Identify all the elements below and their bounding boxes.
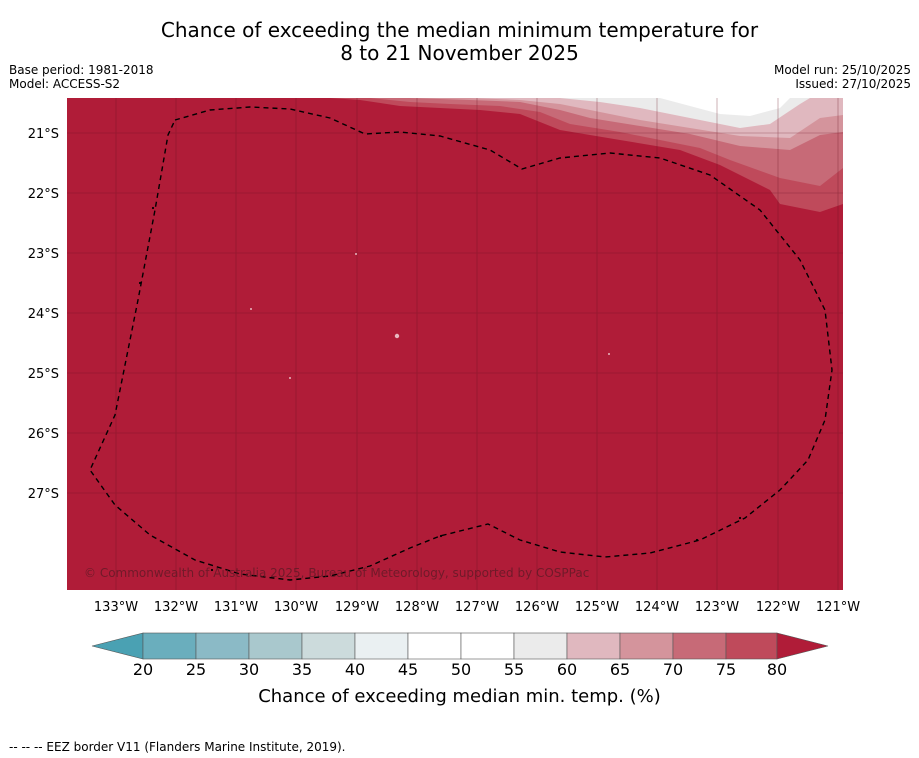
eez-legend-footnote: -- -- -- EEZ border V11 (Flanders Marine… <box>9 740 346 754</box>
colorbar-tick-60: 60 <box>556 660 578 679</box>
copyright-notice: © Commonwealth of Australia 2025, Bureau… <box>84 566 590 580</box>
colorbar-bin-35-40 <box>301 632 356 660</box>
probability-field <box>67 98 843 590</box>
lon-label-132w: 132°W <box>154 600 198 615</box>
lon-label-122w: 122°W <box>756 600 800 615</box>
lon-label-129w: 129°W <box>335 600 379 615</box>
contour-50-55 <box>660 98 790 116</box>
map-title-line-1: Chance of exceeding the median minimum t… <box>160 18 759 42</box>
lon-label-127w: 127°W <box>455 600 499 615</box>
map-title-line-2: 8 to 21 November 2025 <box>340 41 579 65</box>
base-period-text: Base period: 1981-2018 <box>9 63 154 77</box>
model-name-text: Model: ACCESS-S2 <box>9 77 121 91</box>
lon-label-133w: 133°W <box>94 600 138 615</box>
lon-label-121w: 121°W <box>816 600 860 615</box>
colorbar-tick-40: 40 <box>344 660 366 679</box>
colorbar-bin-65-70 <box>619 632 674 660</box>
colorbar-bin-20-25 <box>142 632 197 660</box>
lon-label-130w: 130°W <box>274 600 318 615</box>
colorbar-tick-25: 25 <box>185 660 207 679</box>
lat-label-21s: 21°S <box>28 127 59 142</box>
lat-label-26s: 26°S <box>28 427 59 442</box>
colorbar-bin-45-50 <box>407 632 462 660</box>
field-80-plus <box>67 98 843 590</box>
lon-label-125w: 125°W <box>575 600 619 615</box>
colorbar-tick-45: 45 <box>397 660 419 679</box>
lat-label-24s: 24°S <box>28 307 59 322</box>
colorbar <box>91 632 829 660</box>
islands <box>250 253 610 379</box>
lon-label-126w: 126°W <box>515 600 559 615</box>
colorbar-under-arrow <box>91 632 144 660</box>
graticule <box>67 98 843 590</box>
lat-label-22s: 22°S <box>28 187 59 202</box>
lat-label-23s: 23°S <box>28 247 59 262</box>
colorbar-tick-55: 55 <box>503 660 525 679</box>
colorbar-tick-80: 80 <box>766 660 788 679</box>
colorbar-tick-65: 65 <box>609 660 631 679</box>
colorbar-bin-70-75 <box>672 632 727 660</box>
lat-label-27s: 27°S <box>28 487 59 502</box>
colorbar-tick-35: 35 <box>291 660 313 679</box>
colorbar-label: Chance of exceeding median min. temp. (%… <box>258 686 661 707</box>
eez-border <box>89 106 833 581</box>
colorbar-bin-25-30 <box>195 632 250 660</box>
lon-label-128w: 128°W <box>395 600 439 615</box>
lon-label-131w: 131°W <box>214 600 258 615</box>
eez-border-markers <box>138 206 742 572</box>
colorbar-bin-50-55 <box>460 632 515 660</box>
colorbar-over-arrow <box>776 632 829 660</box>
colorbar-tick-30: 30 <box>238 660 260 679</box>
colorbar-bin-60-65 <box>566 632 621 660</box>
colorbar-bin-55-60 <box>513 632 568 660</box>
lat-label-25s: 25°S <box>28 367 59 382</box>
lon-label-123w: 123°W <box>695 600 739 615</box>
colorbar-tick-70: 70 <box>662 660 684 679</box>
model-run-text: Model run: 25/10/2025 <box>773 63 911 77</box>
lon-label-124w: 124°W <box>635 600 679 615</box>
colorbar-tick-50: 50 <box>450 660 472 679</box>
colorbar-bin-40-45 <box>354 632 409 660</box>
issued-date-text: Issued: 27/10/2025 <box>795 77 911 91</box>
colorbar-tick-75: 75 <box>715 660 737 679</box>
colorbar-bin-75-80 <box>725 632 778 660</box>
colorbar-bin-30-35 <box>248 632 303 660</box>
colorbar-tick-20: 20 <box>132 660 154 679</box>
